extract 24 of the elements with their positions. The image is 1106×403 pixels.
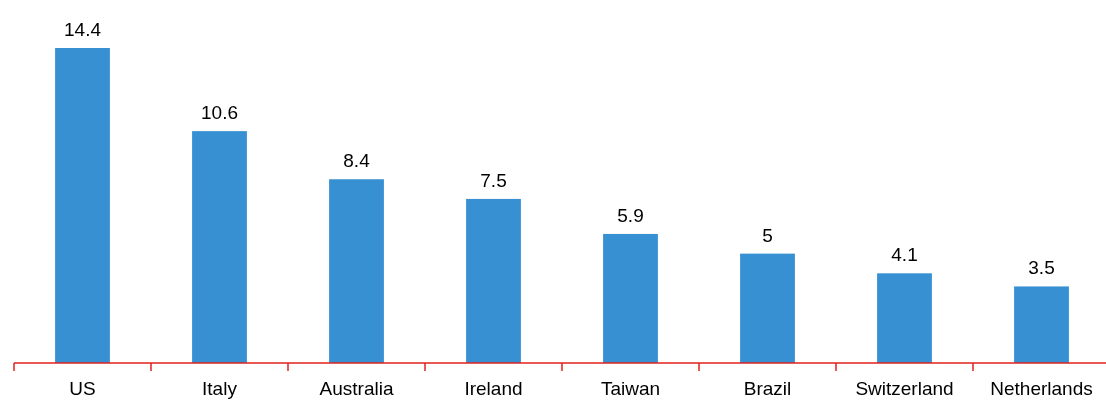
- x-tick-label: Australia: [319, 378, 394, 399]
- bar: [466, 198, 521, 363]
- bar: [55, 48, 110, 363]
- data-label: 8.4: [343, 150, 371, 172]
- data-label: 5.9: [617, 204, 644, 226]
- x-tick-label: Ireland: [464, 378, 523, 399]
- bar: [740, 253, 795, 363]
- data-label: 3.5: [1028, 257, 1055, 279]
- x-tick-label: Switzerland: [855, 378, 954, 399]
- data-label: 5: [762, 224, 773, 246]
- data-label: 14.4: [64, 19, 102, 40]
- bar: [192, 131, 247, 363]
- x-tick-label: Brazil: [743, 378, 792, 399]
- bar: [603, 233, 658, 363]
- x-tick-label: Italy: [202, 378, 238, 399]
- x-tick-label: US: [69, 378, 96, 399]
- data-label: 10.6: [201, 102, 238, 124]
- x-tick-label: Taiwan: [600, 378, 661, 399]
- x-tick-label: Netherlands: [990, 378, 1093, 399]
- data-label: 7.5: [480, 169, 507, 191]
- data-label: 4.1: [891, 244, 918, 266]
- bar: [1014, 286, 1069, 363]
- bar: [877, 273, 932, 363]
- bar: [329, 179, 384, 363]
